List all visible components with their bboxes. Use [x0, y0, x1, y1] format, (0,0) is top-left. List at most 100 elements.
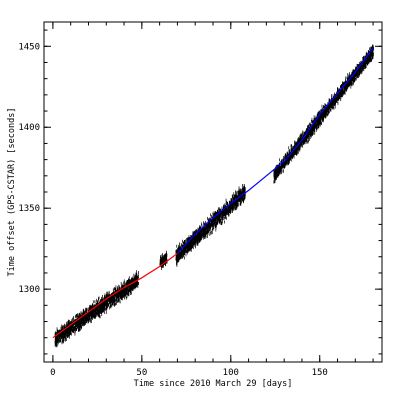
data-point	[192, 237, 193, 241]
data-point	[88, 311, 89, 315]
data-point	[304, 131, 306, 135]
data-point	[60, 332, 62, 335]
data-point	[90, 314, 91, 318]
data-point	[186, 250, 187, 254]
data-point	[240, 188, 242, 192]
data-point	[72, 317, 73, 321]
data-point	[213, 224, 215, 228]
data-point	[84, 318, 86, 322]
data-point	[353, 81, 354, 85]
data-point	[290, 158, 292, 162]
data-point	[81, 319, 82, 323]
data-point	[187, 249, 189, 253]
data-point	[110, 304, 111, 308]
data-point	[83, 322, 85, 326]
data-point	[107, 301, 108, 305]
data-point	[223, 209, 224, 213]
data-point	[133, 279, 134, 283]
data-point	[323, 114, 325, 118]
data-point	[82, 309, 84, 313]
data-point	[281, 159, 283, 163]
data-point	[196, 237, 198, 241]
data-point	[80, 324, 82, 328]
data-point	[237, 198, 238, 202]
data-point	[213, 221, 214, 225]
data-point	[179, 245, 181, 249]
data-point	[65, 338, 67, 341]
data-point	[130, 287, 132, 291]
data-point	[244, 188, 246, 192]
data-point	[207, 218, 209, 222]
data-point	[204, 231, 205, 235]
data-point	[84, 311, 86, 315]
data-point	[122, 288, 124, 292]
data-point	[236, 200, 238, 204]
data-point	[333, 102, 335, 106]
data-point	[74, 326, 75, 330]
data-point	[112, 294, 113, 298]
data-point	[61, 334, 63, 338]
data-point	[93, 309, 95, 313]
data-point	[236, 205, 238, 209]
data-point	[114, 293, 115, 297]
data-point	[235, 203, 236, 207]
data-point	[175, 257, 177, 261]
data-point	[191, 238, 193, 241]
data-point	[190, 244, 192, 248]
data-point	[109, 294, 110, 298]
data-point	[340, 98, 342, 102]
data-point	[221, 222, 223, 226]
data-point	[106, 306, 108, 310]
data-point	[135, 281, 136, 285]
data-point	[213, 216, 214, 220]
data-point	[192, 237, 194, 241]
data-point	[69, 325, 71, 328]
data-point	[225, 209, 227, 212]
data-point	[86, 307, 88, 311]
data-point	[347, 73, 349, 77]
data-point	[85, 321, 86, 325]
data-point	[203, 223, 205, 227]
data-point	[241, 194, 243, 198]
data-point	[338, 96, 340, 100]
data-point	[213, 226, 215, 230]
data-point	[136, 276, 138, 280]
data-point	[134, 277, 136, 281]
data-point	[188, 246, 190, 250]
data-point	[197, 237, 198, 241]
data-point	[65, 330, 66, 334]
data-point	[98, 314, 100, 318]
data-point	[99, 308, 101, 312]
data-point	[194, 234, 196, 238]
data-point	[104, 297, 105, 301]
data-point	[89, 312, 90, 316]
data-point	[244, 185, 245, 189]
data-point	[192, 244, 194, 248]
data-point	[69, 335, 70, 339]
data-point	[231, 206, 232, 210]
data-point	[182, 253, 184, 257]
data-point	[326, 105, 328, 109]
data-point	[93, 300, 95, 304]
data-point	[309, 122, 310, 126]
data-point	[243, 197, 245, 201]
data-point	[69, 332, 70, 336]
data-point	[183, 242, 185, 245]
data-point	[183, 250, 185, 254]
data-point	[217, 217, 218, 221]
data-point	[243, 188, 245, 192]
data-point	[78, 320, 80, 324]
data-point	[329, 110, 330, 114]
data-point	[189, 247, 191, 251]
data-point	[114, 303, 116, 306]
data-point	[331, 106, 333, 110]
data-point	[213, 214, 214, 218]
data-point	[201, 234, 202, 238]
data-point	[212, 226, 213, 230]
data-point	[210, 221, 212, 225]
data-point	[226, 211, 228, 215]
data-point	[195, 236, 196, 240]
data-point	[243, 190, 245, 193]
data-point	[62, 325, 63, 329]
data-point	[92, 308, 94, 312]
